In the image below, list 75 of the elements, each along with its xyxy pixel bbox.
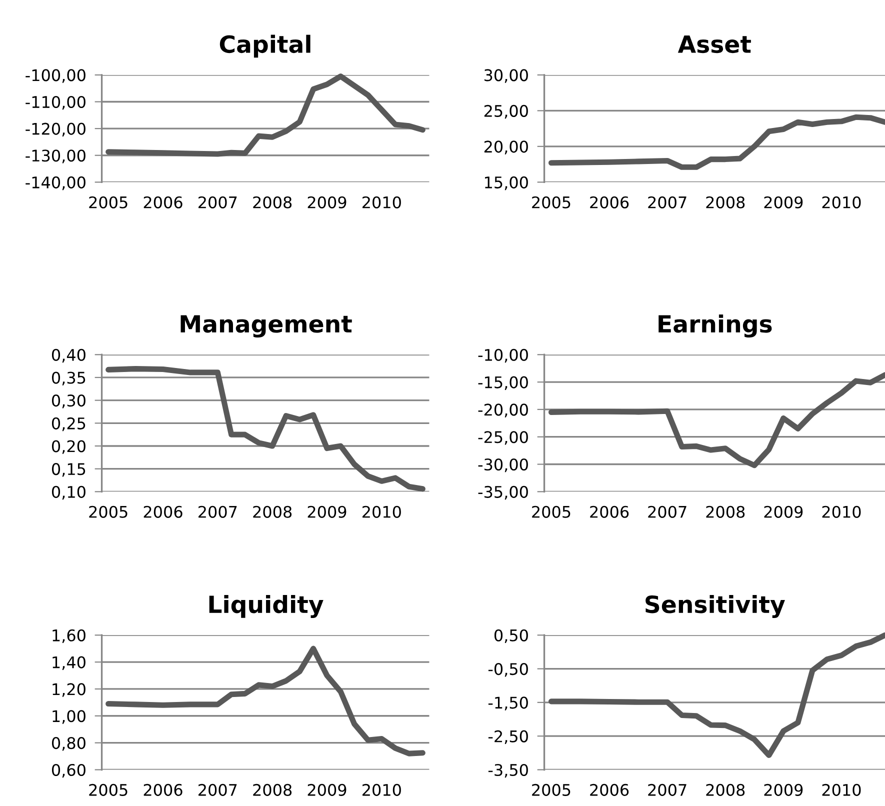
y-tick-label: -2,50 [488,730,528,744]
x-tick-label: 2008 [253,196,292,208]
y-tick-label: 1,60 [52,629,86,644]
y-tick-label: 1,20 [52,683,86,697]
y-tick-label: -140,00 [26,176,86,190]
y-tick-label: 0,20 [52,440,86,454]
y-tick-label: 0,15 [52,463,86,477]
y-tick-label: 0,40 [52,348,86,363]
y-tick-label: -1,50 [488,696,528,710]
x-tick-label: 2010 [822,784,861,796]
y-tick-label: -100,00 [26,69,86,83]
y-tick-label: -110,00 [26,96,86,110]
y-tick-label: 0,30 [52,394,86,408]
y-tick-label: 15,00 [485,176,528,190]
y-tick-label: -120,00 [26,122,86,136]
x-tick-label: 2010 [362,506,401,518]
x-tick-label: 2008 [253,506,292,518]
y-tick-label: -10,00 [478,348,528,363]
x-tick-label: 2009 [764,784,803,796]
x-tick-label: 2007 [648,784,686,796]
y-tick-label: 0,60 [52,764,86,778]
x-tick-label: 2007 [198,506,237,518]
x-tick-label: 2008 [706,506,745,518]
y-tick-label: -15,00 [478,376,528,390]
y-tick-label: 0,35 [52,372,86,386]
y-tick-label: -25,00 [478,431,528,445]
x-tick-label: 2006 [144,196,182,208]
y-tick-label: 0,80 [52,737,86,751]
x-tick-label: 2009 [308,506,346,518]
chart-title: Capital [220,34,310,58]
x-tick-label: 2006 [590,784,629,796]
x-tick-label: 2005 [89,196,128,208]
chart-title: Asset [678,36,751,54]
chart-title: Liquidity [209,594,324,618]
x-tick-label: 2008 [706,784,745,796]
chart-title: Sensitivity [646,594,785,618]
y-tick-label: -35,00 [478,486,528,500]
x-tick-label: 2008 [253,784,292,796]
x-tick-label: 2007 [198,784,237,796]
y-tick-label: 1,00 [52,710,86,724]
chart-title: Management [180,315,352,338]
y-tick-label: -20,00 [478,404,528,418]
y-tick-label: 20,00 [484,140,528,154]
x-tick-label: 2010 [822,196,861,208]
x-tick-label: 2006 [590,506,629,518]
x-tick-label: 2005 [532,784,570,796]
x-tick-label: 2008 [706,196,745,208]
x-tick-label: 2007 [198,196,237,208]
x-tick-label: 2009 [764,506,803,518]
x-tick-label: 2007 [648,196,686,208]
x-tick-label: 2006 [144,506,182,518]
x-tick-label: 2006 [144,784,182,796]
x-tick-label: 2010 [362,784,401,796]
x-tick-label: 2009 [308,784,346,796]
x-tick-label: 2005 [89,506,128,518]
x-tick-label: 2005 [89,784,128,796]
y-tick-label: 0,10 [52,486,86,500]
x-tick-label: 2010 [362,196,401,208]
y-tick-label: 30,00 [484,69,528,83]
y-tick-label: 25,00 [484,104,528,119]
x-tick-label: 2006 [590,196,629,208]
x-tick-label: 2010 [822,506,861,518]
y-tick-label: 0,50 [494,629,528,644]
chart-title: Earnings [658,314,772,338]
x-tick-label: 2005 [532,196,570,208]
y-tick-label: -30,00 [478,458,528,472]
x-tick-label: 2009 [308,196,346,208]
x-tick-label: 2005 [532,506,570,518]
y-tick-label: 1,40 [52,656,86,670]
y-tick-label: -0,50 [488,662,528,677]
y-tick-label: -3,50 [488,764,528,778]
y-tick-label: -130,00 [26,150,86,164]
x-tick-label: 2009 [764,196,803,208]
x-tick-label: 2007 [648,506,686,518]
y-tick-label: 0,25 [52,417,86,432]
